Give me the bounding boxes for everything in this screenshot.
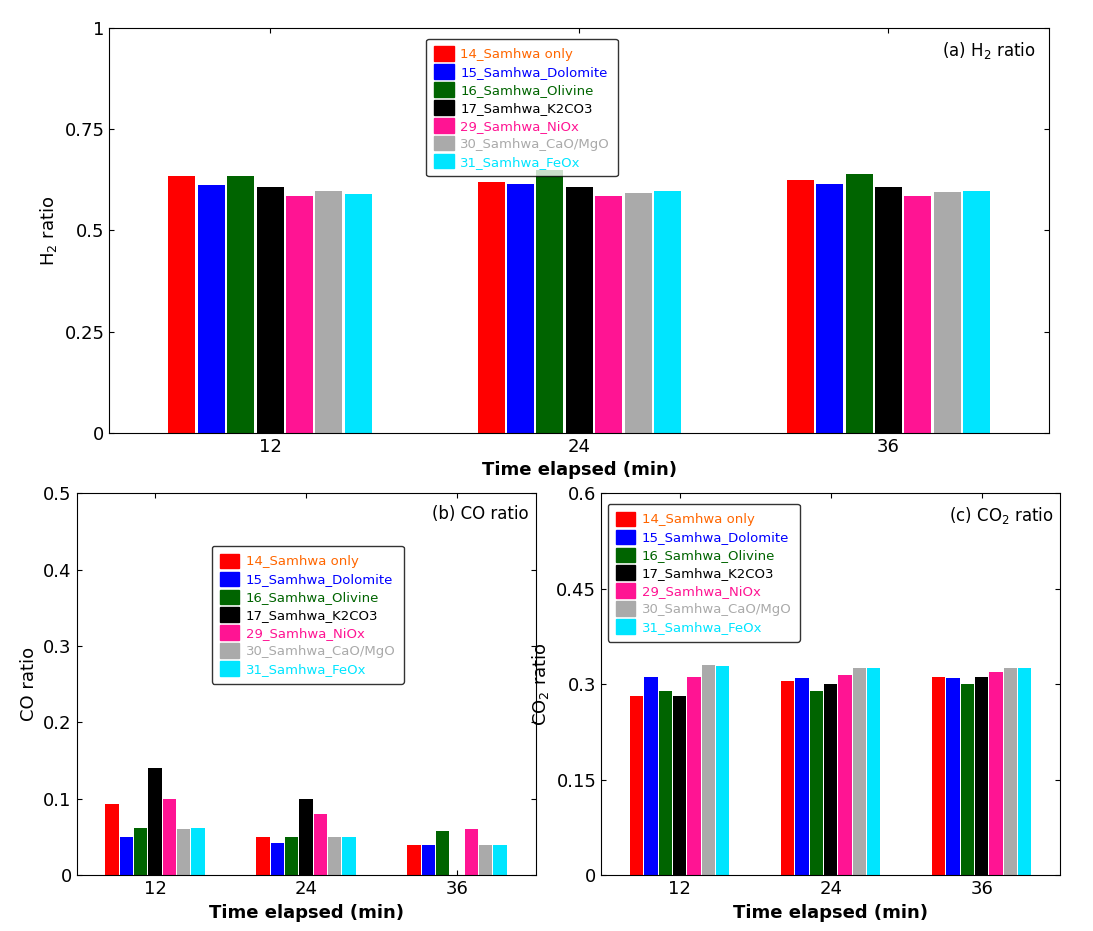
Bar	[344, 194, 372, 433]
Bar	[702, 665, 715, 875]
Bar	[867, 668, 880, 875]
Legend: 14_Samhwa only, 15_Samhwa_Dolomite, 16_Samhwa_Olivine, 17_Samhwa_K2CO3, 29_Samhw: 14_Samhwa only, 15_Samhwa_Dolomite, 16_S…	[426, 38, 618, 177]
Bar	[810, 691, 823, 875]
Bar	[846, 174, 872, 433]
Bar	[975, 677, 988, 875]
Bar	[177, 830, 190, 875]
Bar	[257, 837, 270, 875]
Bar	[932, 677, 945, 875]
Bar	[168, 176, 196, 433]
Bar	[838, 675, 851, 875]
X-axis label: Time elapsed (min): Time elapsed (min)	[209, 904, 403, 922]
Bar	[436, 830, 449, 875]
Bar	[853, 668, 866, 875]
Bar	[796, 678, 809, 875]
Y-axis label: CO$_2$ ratio: CO$_2$ ratio	[530, 642, 551, 726]
Bar	[105, 804, 119, 875]
Bar	[465, 830, 478, 875]
Bar	[645, 677, 658, 875]
Bar	[493, 844, 507, 875]
Bar	[478, 182, 505, 433]
Bar	[961, 684, 974, 875]
Bar	[989, 671, 1002, 875]
Bar	[408, 844, 421, 875]
Bar	[227, 176, 255, 433]
Bar	[328, 837, 341, 875]
Bar	[271, 843, 284, 875]
Bar	[286, 196, 313, 433]
Bar	[299, 799, 313, 875]
Bar	[781, 681, 795, 875]
Bar	[315, 191, 342, 433]
Bar	[659, 691, 672, 875]
Bar	[342, 837, 355, 875]
Bar	[596, 196, 622, 433]
Bar	[191, 828, 204, 875]
Text: (a) H$_2$ ratio: (a) H$_2$ ratio	[941, 40, 1035, 61]
Bar	[507, 183, 534, 433]
Bar	[654, 191, 681, 433]
Bar	[630, 695, 644, 875]
Bar	[947, 678, 960, 875]
Bar	[624, 193, 651, 433]
Bar	[134, 828, 148, 875]
Bar	[963, 191, 990, 433]
Y-axis label: CO ratio: CO ratio	[20, 647, 37, 722]
Bar	[149, 768, 162, 875]
Y-axis label: H$_2$ ratio: H$_2$ ratio	[38, 196, 59, 265]
Bar	[1018, 668, 1032, 875]
Bar	[787, 180, 814, 433]
Bar	[824, 684, 837, 875]
X-axis label: Time elapsed (min): Time elapsed (min)	[482, 462, 677, 479]
Text: (b) CO ratio: (b) CO ratio	[432, 505, 529, 523]
X-axis label: Time elapsed (min): Time elapsed (min)	[733, 904, 928, 922]
Legend: 14_Samhwa only, 15_Samhwa_Dolomite, 16_Samhwa_Olivine, 17_Samhwa_K2CO3, 29_Samhw: 14_Samhwa only, 15_Samhwa_Dolomite, 16_S…	[212, 546, 403, 683]
Bar	[422, 844, 435, 875]
Bar	[314, 814, 327, 875]
Bar	[875, 187, 902, 433]
Bar	[1003, 668, 1016, 875]
Bar	[120, 837, 133, 875]
Bar	[163, 799, 176, 875]
Bar	[687, 677, 701, 875]
Bar	[537, 170, 563, 433]
Bar	[673, 695, 686, 875]
Bar	[479, 844, 492, 875]
Bar	[816, 183, 844, 433]
Bar	[933, 192, 961, 433]
Text: (c) CO$_2$ ratio: (c) CO$_2$ ratio	[949, 505, 1054, 526]
Bar	[566, 187, 592, 433]
Bar	[257, 187, 283, 433]
Bar	[198, 185, 225, 433]
Legend: 14_Samhwa only, 15_Samhwa_Dolomite, 16_Samhwa_Olivine, 17_Samhwa_K2CO3, 29_Samhw: 14_Samhwa only, 15_Samhwa_Dolomite, 16_S…	[608, 504, 800, 641]
Bar	[904, 196, 931, 433]
Bar	[716, 667, 729, 875]
Bar	[285, 837, 298, 875]
